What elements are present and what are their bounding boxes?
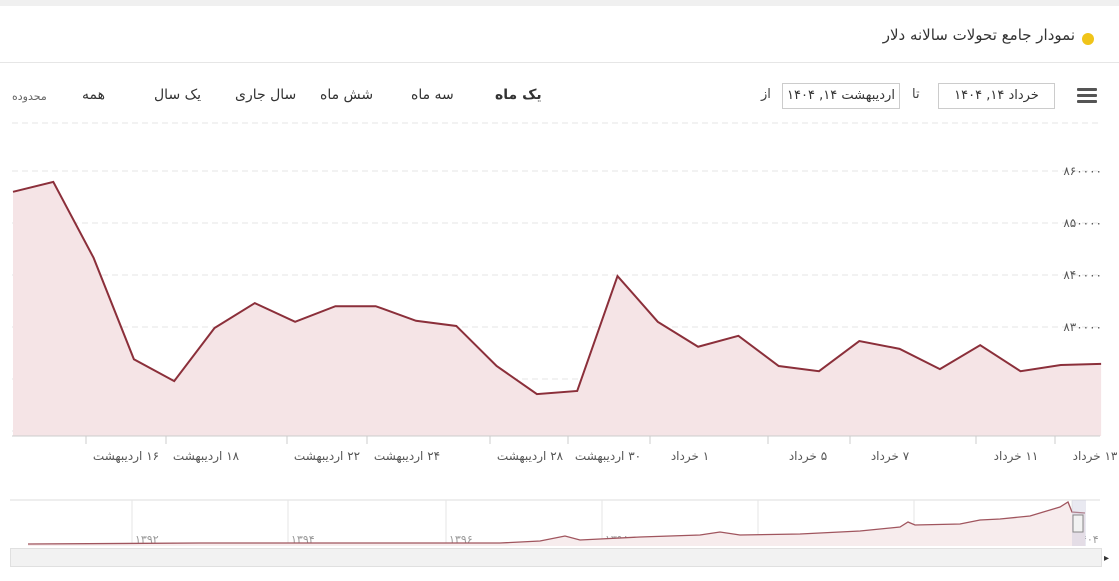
x-tick-label: ۱۸ اردیبهشت bbox=[173, 449, 240, 464]
navigator-line bbox=[27, 501, 1086, 545]
series-area bbox=[13, 181, 1102, 436]
navigator-handle bbox=[1072, 514, 1084, 533]
chart-title: نمودار جامع تحولات سالانه دلار bbox=[882, 26, 1075, 44]
range-one-month[interactable]: یک ماه bbox=[495, 87, 542, 103]
x-tick-label: ۱ خرداد bbox=[671, 449, 709, 464]
navigator-scrollbar[interactable] bbox=[10, 548, 1102, 567]
range-three-months[interactable]: سه ماه bbox=[411, 87, 454, 103]
x-tick-label: ۱۳ خرداد bbox=[1073, 449, 1118, 464]
to-label: تا bbox=[912, 87, 920, 102]
x-tick-label: ۳۰ اردیبهشت bbox=[575, 449, 641, 464]
x-tick-label: ۱۱ خرداد bbox=[994, 449, 1039, 464]
y-tick-label: ۸۵۰۰۰۰ bbox=[1063, 216, 1102, 230]
chart-header: نمودار جامع تحولات سالانه دلار bbox=[0, 6, 1119, 63]
range-six-months[interactable]: شش ماه bbox=[320, 87, 374, 103]
y-tick-label: ۸۳۰۰۰۰ bbox=[1063, 320, 1102, 334]
y-tick-label: ۸۴۰۰۰۰ bbox=[1063, 268, 1102, 282]
x-tick-label: ۷ خرداد bbox=[871, 449, 910, 464]
range-one-year[interactable]: یک سال bbox=[154, 87, 202, 103]
from-date-input[interactable]: اردیبهشت ۱۴, ۱۴۰۴ bbox=[782, 83, 900, 109]
navigator-area bbox=[28, 502, 1085, 546]
x-tick-label: ۵ خرداد bbox=[789, 449, 827, 464]
hamburger-icon[interactable] bbox=[1077, 88, 1097, 106]
x-tick-label: ۲۲ اردیبهشت bbox=[294, 449, 360, 464]
range-all[interactable]: همه bbox=[82, 87, 105, 103]
y-tick-label: ۸۶۰۰۰۰ bbox=[1063, 164, 1102, 178]
x-tick-label: ۱۶ اردیبهشت bbox=[93, 449, 159, 464]
x-tick-label: ۲۸ اردیبهشت bbox=[497, 449, 564, 464]
range-label: محدوده bbox=[12, 90, 47, 103]
series-line bbox=[12, 180, 1102, 396]
top-strip bbox=[0, 0, 1119, 6]
title-dot-icon bbox=[1082, 33, 1094, 45]
from-label: از bbox=[761, 87, 771, 102]
to-date-input[interactable]: خرداد ۱۴, ۱۴۰۴ bbox=[938, 83, 1055, 109]
scroll-right-arrow-icon: ▸ bbox=[1104, 553, 1109, 564]
range-current-year[interactable]: سال جاری bbox=[235, 87, 297, 103]
x-tick-label: ۲۴ اردیبهشت bbox=[374, 449, 440, 464]
